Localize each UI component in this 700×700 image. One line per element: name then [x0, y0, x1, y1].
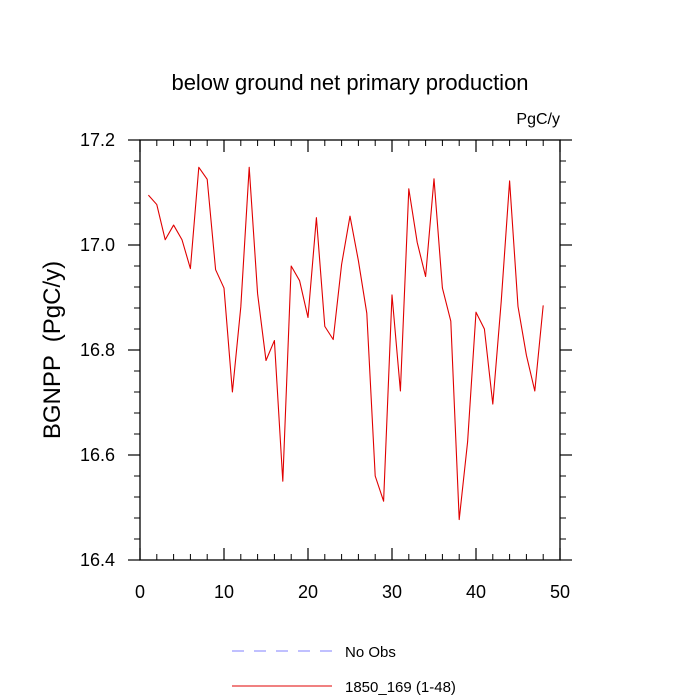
ticks-layer: 0 10 20 30 40 50 16.4 16.6 16.8 17.0 17.2	[80, 130, 572, 602]
units-label: PgC/y	[516, 111, 560, 128]
chart-title: below ground net primary production	[171, 70, 528, 95]
x-tick-label: 40	[466, 582, 486, 602]
x-tick-label: 30	[382, 582, 402, 602]
y-axis-label: BGNPP (PgC/y)	[39, 261, 66, 439]
plot-frame	[139, 139, 561, 561]
y-tick-label: 16.8	[80, 340, 115, 360]
series-layer	[147, 166, 544, 521]
x-tick-label: 10	[214, 582, 234, 602]
x-tick-label: 0	[135, 582, 145, 602]
series-line-0	[147, 166, 544, 521]
y-tick-label: 16.4	[80, 550, 115, 570]
legend: No Obs 1850_169 (1-48)	[232, 644, 456, 696]
y-tick-label: 16.6	[80, 445, 115, 465]
legend-label-0: 1850_169 (1-48)	[345, 679, 456, 696]
x-tick-label: 50	[550, 582, 570, 602]
x-tick-label: 20	[298, 582, 318, 602]
y-tick-label: 17.0	[80, 235, 115, 255]
y-tick-label: 17.2	[80, 130, 115, 150]
legend-label-1: No Obs	[345, 644, 396, 661]
